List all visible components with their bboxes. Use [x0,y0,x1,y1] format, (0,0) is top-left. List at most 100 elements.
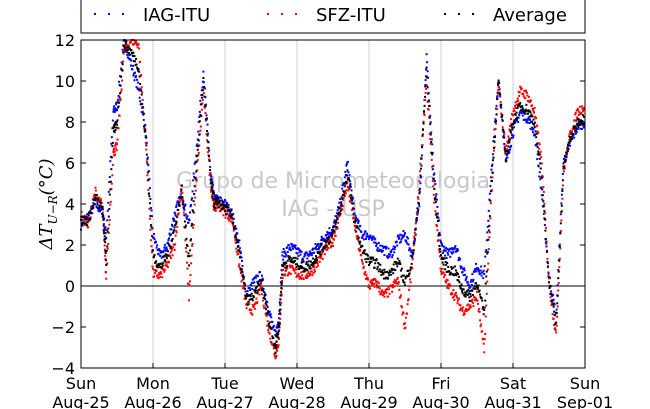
data-point [182,207,185,210]
data-point [315,266,318,269]
data-point [107,227,110,230]
data-point [457,279,460,282]
data-point [272,336,275,339]
data-point [279,303,282,306]
data-point [304,254,307,257]
data-point [336,218,339,221]
data-point [214,209,217,212]
data-point [367,257,370,260]
data-point [209,174,212,177]
data-point [362,234,365,237]
data-point [184,224,187,227]
data-point [353,207,356,210]
data-point [314,247,316,250]
data-point [486,268,489,271]
data-point [476,284,478,287]
data-point [329,231,332,234]
data-point [141,106,144,109]
data-point [188,264,190,267]
series-average [80,40,586,354]
data-point [319,254,322,257]
data-point [175,221,178,224]
data-point [438,231,441,234]
data-point [436,212,439,215]
data-point [207,151,210,154]
data-point [431,143,434,146]
data-point [372,279,375,282]
data-point [104,226,107,229]
data-point [202,85,205,88]
data-point [324,244,327,247]
data-point [306,264,309,267]
data-point [347,176,350,179]
data-point [166,261,169,264]
data-point [359,246,362,249]
data-point [410,268,413,271]
data-point [258,270,261,273]
data-point [416,196,419,199]
data-point [260,280,263,283]
data-point [133,43,136,46]
data-point [240,268,243,271]
data-point [464,291,467,294]
data-point [435,225,438,228]
data-point [178,204,181,207]
data-point [503,142,506,145]
data-point [376,249,379,252]
data-point [305,260,308,263]
data-point [167,254,170,257]
data-point [159,254,162,257]
data-point [239,250,242,253]
data-point [451,248,454,251]
data-point [209,172,212,175]
data-point [565,156,568,159]
data-point [125,50,128,53]
data-point [238,239,241,242]
data-point [540,162,543,165]
data-point [92,195,95,198]
data-point [525,121,528,124]
data-point [113,111,116,114]
data-point [348,195,351,198]
data-point [140,93,143,96]
data-point [483,351,486,354]
data-point [229,211,232,214]
data-point [463,269,466,272]
data-point [563,155,566,158]
data-point [506,150,509,153]
data-point [176,225,179,228]
data-point [418,205,421,208]
data-point [507,145,510,148]
data-point [239,255,242,258]
data-point [573,126,576,129]
data-point [432,173,435,176]
data-point [514,113,517,116]
data-point [450,251,453,254]
data-point [157,274,160,277]
data-point [201,93,204,96]
data-point [415,220,418,223]
data-point [184,203,187,206]
data-point [462,288,465,291]
data-point [544,226,547,229]
data-point [354,217,357,220]
data-point [235,250,238,253]
data-point [155,264,158,267]
data-point [311,248,314,251]
data-point [507,135,510,138]
data-point [356,218,359,221]
legend-marker [295,13,297,15]
data-point [492,149,495,152]
data-point [167,237,170,240]
data-point [132,42,135,45]
data-point [397,281,400,284]
data-point [567,145,570,148]
data-point [442,271,445,274]
data-point [164,247,167,250]
data-point [154,272,157,275]
data-point [564,160,567,163]
data-point [259,287,262,290]
data-point [498,88,501,91]
data-point [279,308,282,311]
data-point [474,282,477,285]
